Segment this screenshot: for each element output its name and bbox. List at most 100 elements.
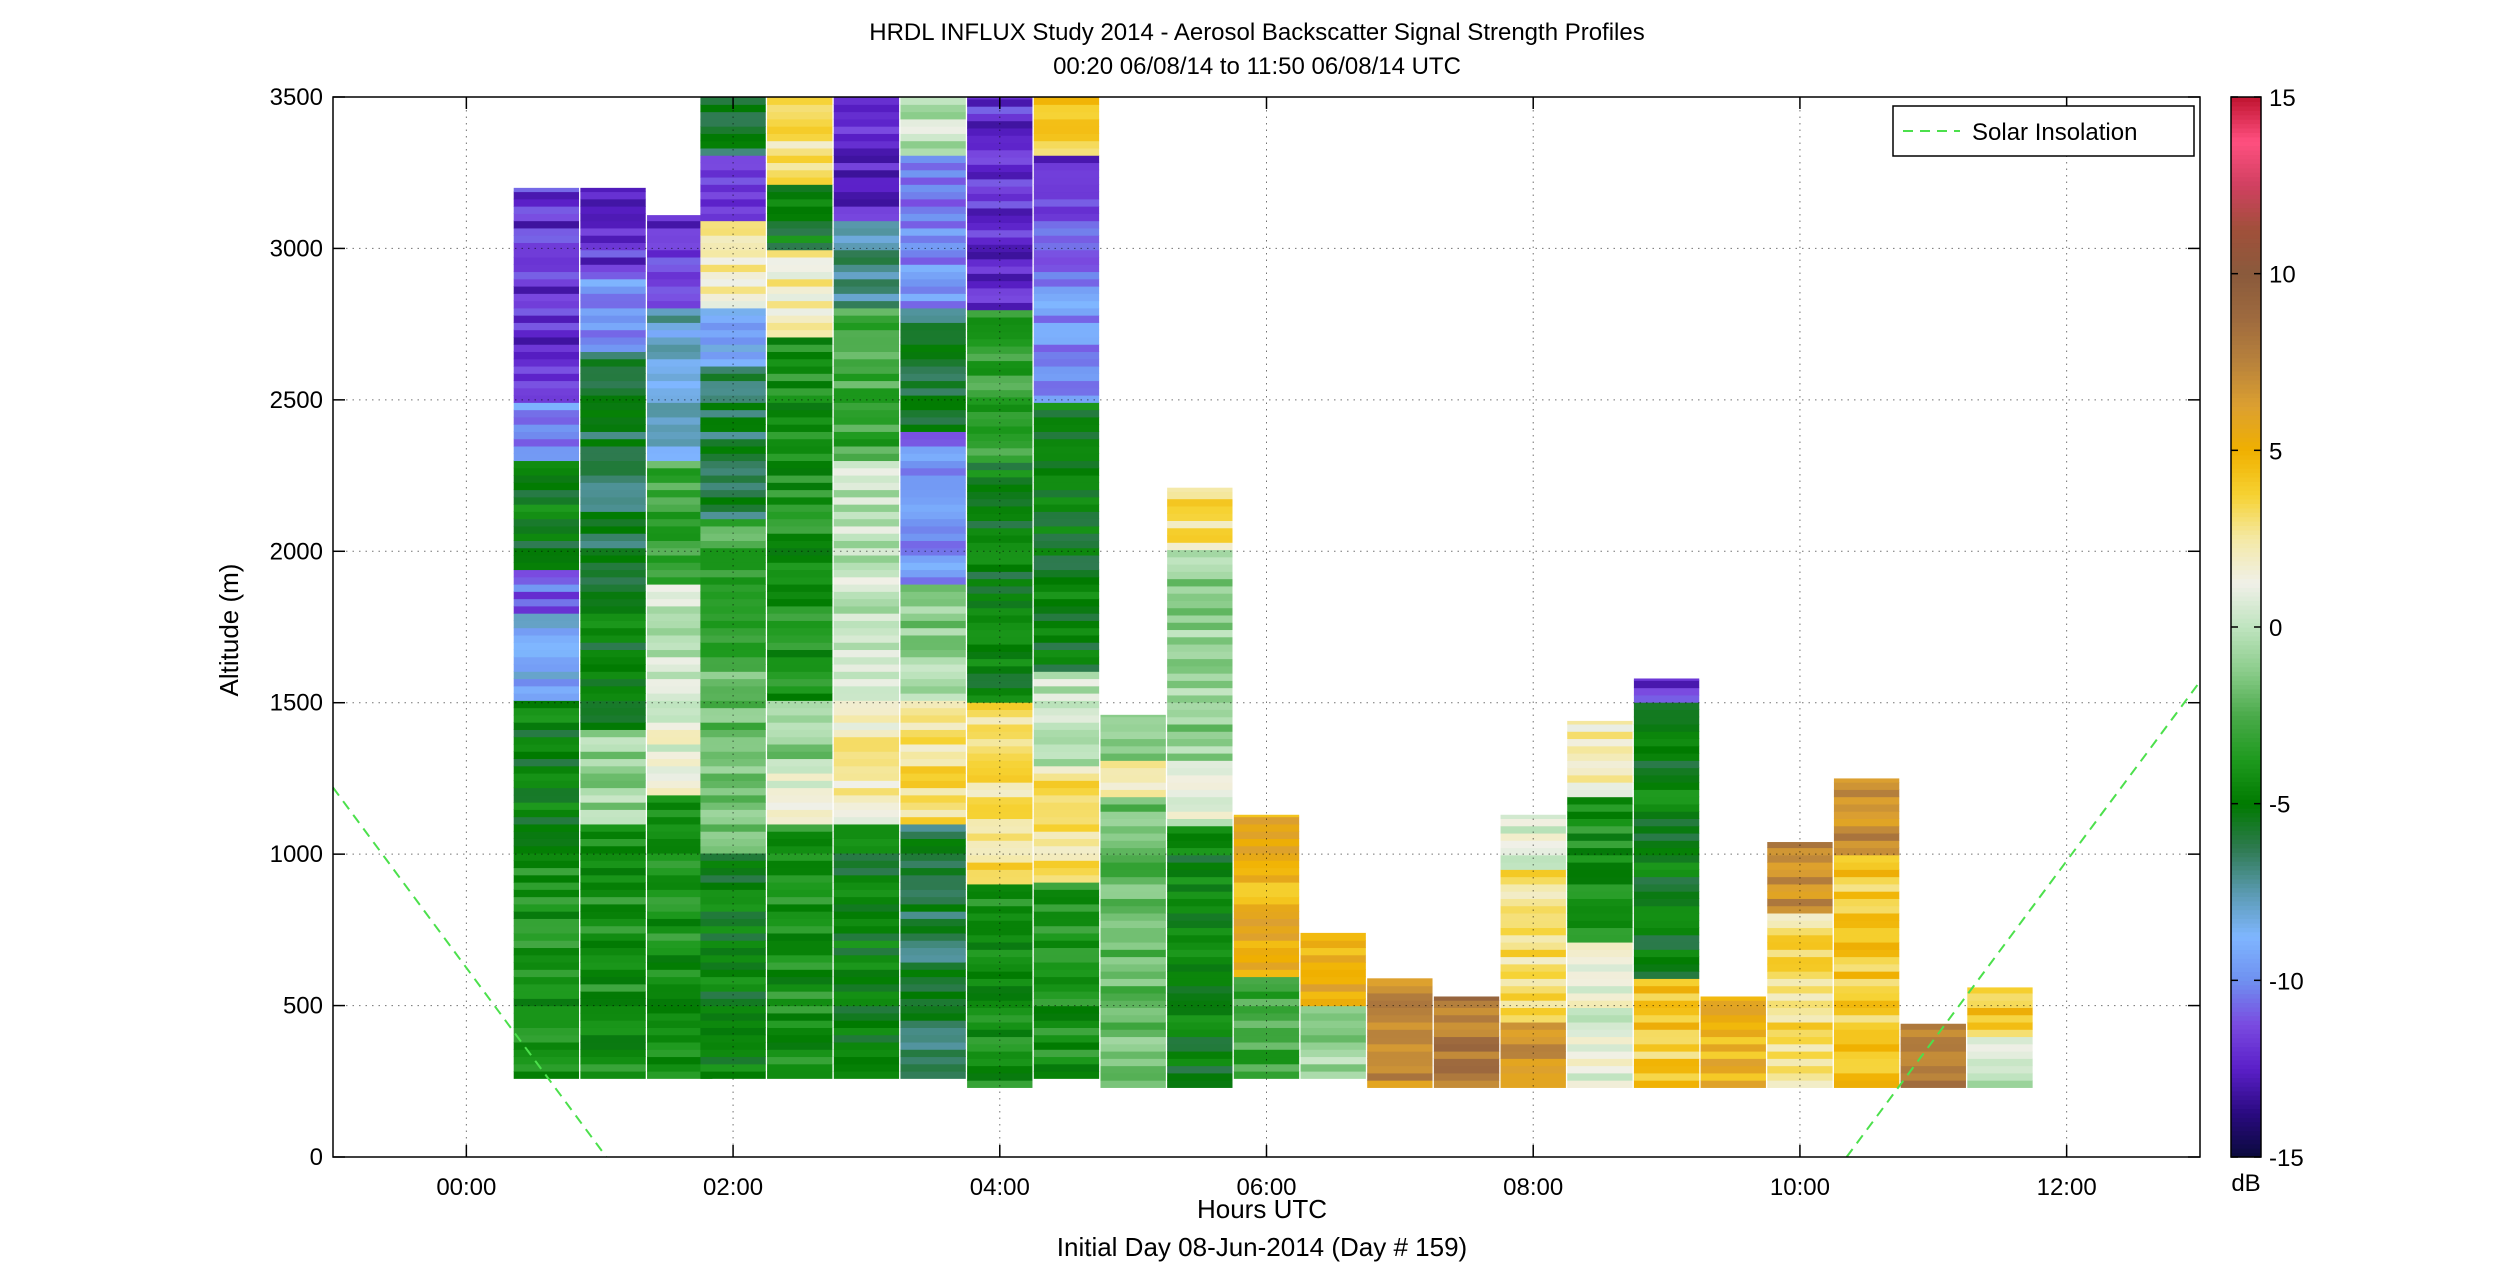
profile-cell bbox=[967, 629, 1033, 638]
profile-cell bbox=[1167, 665, 1233, 674]
profile-cell bbox=[513, 852, 580, 861]
profile-cell bbox=[647, 772, 713, 781]
profile-cell bbox=[1767, 1007, 1833, 1016]
profile-cell bbox=[900, 642, 966, 651]
profile-cell bbox=[700, 416, 766, 425]
profile-cell bbox=[1167, 862, 1233, 870]
profile-cell bbox=[1167, 891, 1233, 899]
profile-cell bbox=[1033, 460, 1100, 469]
profile-cell bbox=[1700, 1051, 1766, 1059]
profile-cell bbox=[1633, 934, 1700, 943]
profile-cell bbox=[580, 838, 646, 847]
profile-cell bbox=[833, 591, 900, 600]
profile-column bbox=[1633, 678, 1700, 1088]
profile-cell bbox=[580, 307, 646, 316]
profile-cell bbox=[1100, 985, 1166, 994]
colorbar-segment bbox=[2231, 251, 2261, 257]
profile-cell bbox=[700, 976, 766, 985]
profile-cell bbox=[647, 307, 713, 316]
profile-cell bbox=[1100, 745, 1166, 754]
profile-cell bbox=[767, 416, 833, 425]
profile-cell bbox=[1100, 941, 1166, 950]
profile-cell bbox=[833, 533, 900, 541]
profile-cell bbox=[967, 949, 1033, 958]
profile-cell bbox=[1167, 767, 1233, 776]
colorbar-segment bbox=[2231, 1002, 2261, 1008]
profile-cell bbox=[767, 663, 833, 672]
colorbar-segment bbox=[2231, 123, 2261, 129]
profile-cell bbox=[833, 176, 900, 185]
profile-cell bbox=[900, 969, 966, 978]
profile-cell bbox=[1100, 949, 1166, 958]
profile-cell bbox=[647, 540, 713, 549]
profile-cell bbox=[1500, 832, 1566, 841]
colorbar-segment bbox=[2231, 657, 2261, 663]
profile-cell bbox=[1567, 920, 1633, 929]
profile-cell bbox=[833, 751, 900, 760]
colorbar-segment bbox=[2231, 525, 2261, 531]
profile-cell bbox=[1033, 932, 1100, 941]
profile-cell bbox=[700, 591, 766, 600]
colorbar-segment bbox=[2231, 180, 2261, 186]
profile-cell bbox=[767, 344, 833, 352]
profile-cell bbox=[900, 111, 966, 120]
profile-cell bbox=[580, 1049, 646, 1058]
profile-cell bbox=[767, 445, 833, 454]
profile-cell bbox=[700, 969, 766, 978]
profile-cell bbox=[580, 460, 646, 469]
profile-cell bbox=[513, 693, 580, 701]
profile-cell bbox=[580, 256, 646, 265]
profile-cell bbox=[1167, 738, 1233, 747]
profile-cell bbox=[700, 772, 766, 781]
profile-cell bbox=[580, 925, 646, 934]
profile-cell bbox=[513, 271, 580, 280]
colorbar-segment bbox=[2231, 410, 2261, 416]
profile-cell bbox=[900, 133, 966, 142]
colorbar-segment bbox=[2231, 415, 2261, 421]
colorbar-segment bbox=[2231, 750, 2261, 756]
profile-cell bbox=[1367, 1036, 1433, 1045]
profile-cell bbox=[1767, 1021, 1833, 1030]
profile-cell bbox=[1167, 745, 1233, 754]
profile-cell bbox=[700, 329, 766, 338]
profile-column bbox=[1300, 932, 1366, 1079]
profile-cell bbox=[580, 191, 646, 200]
profile-cell bbox=[1633, 716, 1700, 725]
profile-cell bbox=[700, 1012, 766, 1021]
profile-cell bbox=[700, 911, 766, 919]
colorbar-segment bbox=[2231, 1148, 2261, 1154]
profile-cell bbox=[1033, 206, 1100, 214]
profile-cell bbox=[647, 896, 713, 905]
colorbar-segment bbox=[2231, 662, 2261, 668]
colorbar-segment bbox=[2231, 216, 2261, 222]
profile-cell bbox=[700, 903, 766, 912]
profile-column bbox=[1033, 97, 1100, 1079]
profile-cell bbox=[1567, 1000, 1633, 1008]
profile-cell bbox=[1633, 956, 1700, 965]
profile-cell bbox=[1233, 874, 1300, 883]
profile-cell bbox=[767, 896, 833, 905]
profile-cell bbox=[1700, 1080, 1766, 1088]
colorbar-segment bbox=[2231, 627, 2261, 633]
profile-cell bbox=[580, 431, 646, 440]
profile-cell bbox=[580, 649, 646, 658]
profile-cell bbox=[1633, 1029, 1700, 1038]
colorbar-segment bbox=[2231, 693, 2261, 699]
profile-cell bbox=[833, 300, 900, 309]
profile-cell bbox=[647, 409, 713, 418]
profile-cell bbox=[1033, 802, 1100, 810]
profile-cell bbox=[580, 489, 646, 498]
profile-cell bbox=[967, 513, 1033, 521]
profile-column bbox=[580, 187, 646, 1079]
profile-cell bbox=[1100, 796, 1166, 805]
profile-cell bbox=[647, 671, 713, 680]
profile-cell bbox=[900, 387, 966, 396]
profile-cell bbox=[1767, 1014, 1833, 1023]
profile-cell bbox=[1767, 1065, 1833, 1074]
profile-cell bbox=[647, 365, 713, 374]
colorbar-segment bbox=[2231, 269, 2261, 275]
profile-cell bbox=[1967, 1072, 2033, 1081]
profile-cell bbox=[1033, 838, 1100, 847]
profile-cell bbox=[513, 729, 580, 738]
profile-cell bbox=[833, 765, 900, 774]
